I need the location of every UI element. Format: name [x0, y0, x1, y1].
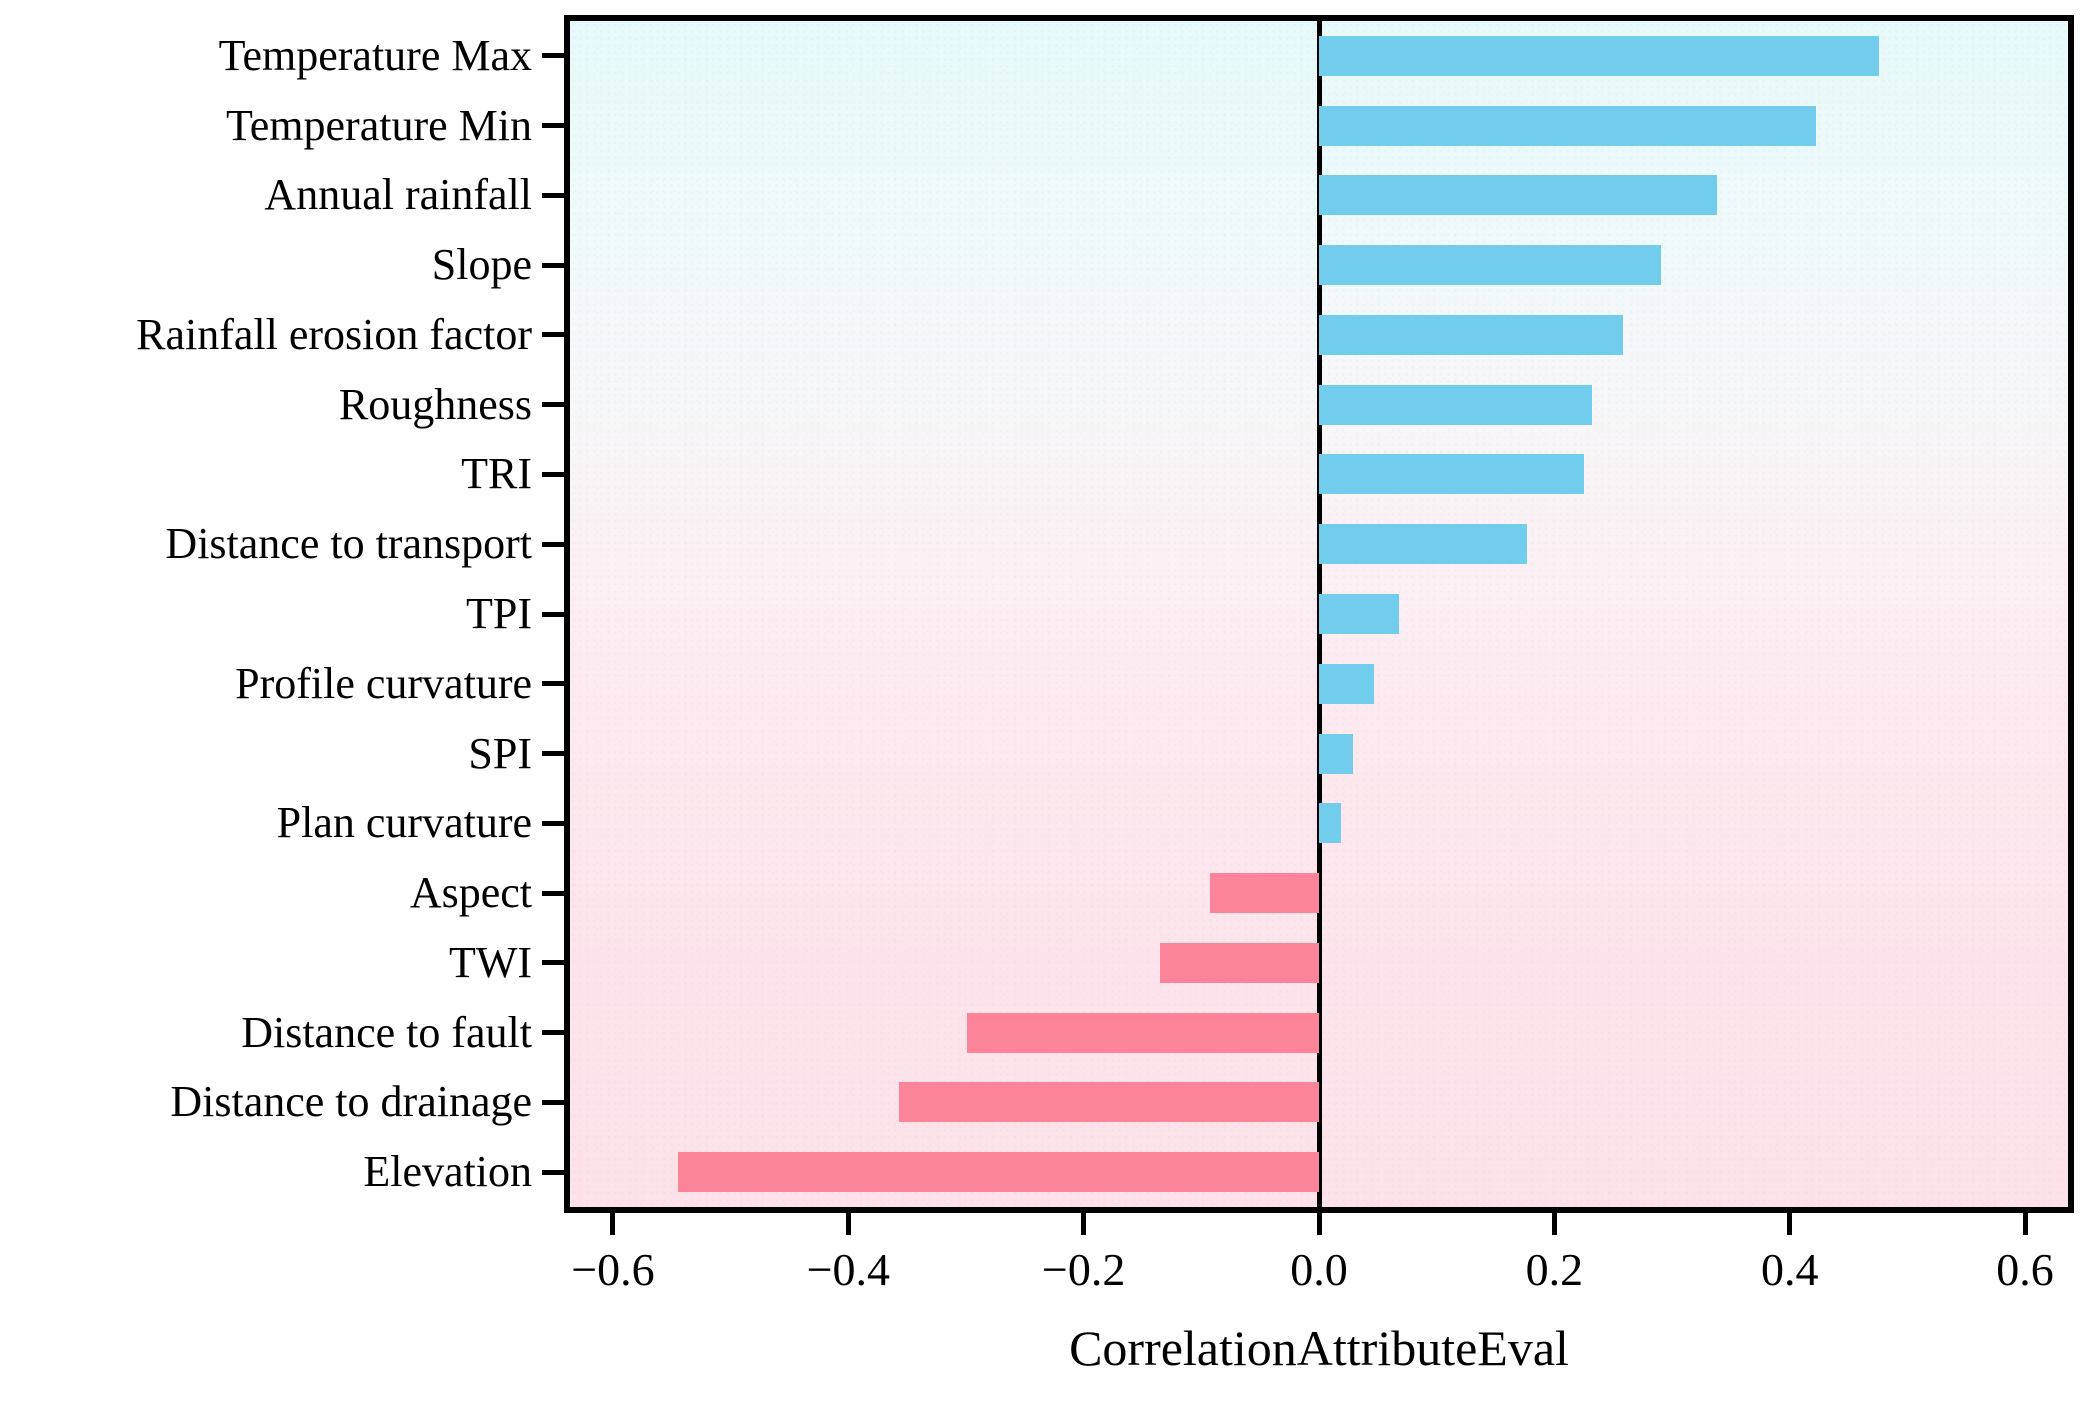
- y-axis-label-annual-rainfall: Annual rainfall: [264, 170, 532, 220]
- x-tick-label-0.0: 0.0: [1290, 1244, 1348, 1295]
- x-tick-label-0.6: 0.6: [1996, 1244, 2054, 1295]
- x-tick-label-minus-0.6: −0.6: [571, 1244, 655, 1295]
- bar-distance-to-drainage: [898, 1082, 1319, 1123]
- y-tick-twi: [542, 960, 564, 966]
- bar-rainfall-erosion-factor: [1319, 314, 1623, 355]
- y-axis-label-distance-to-fault: Distance to fault: [241, 1007, 532, 1057]
- y-tick-temperature-max: [542, 53, 564, 59]
- bar-slope: [1319, 245, 1662, 286]
- y-tick-tri: [542, 471, 564, 477]
- bar-aspect: [1209, 873, 1319, 914]
- y-axis-label-rainfall-erosion-factor: Rainfall erosion factor: [136, 309, 532, 359]
- y-axis-label-tpi: TPI: [466, 589, 532, 638]
- bar-distance-to-fault: [967, 1012, 1319, 1053]
- y-axis-label-plan-curvature: Plan curvature: [276, 798, 532, 848]
- bar-temperature-max: [1319, 35, 1880, 76]
- x-axis-title: CorrelationAttributeEval: [1069, 1320, 1569, 1376]
- x-tick-0.6: [2022, 1213, 2028, 1235]
- x-tick-label-minus-0.2: −0.2: [1041, 1244, 1126, 1295]
- y-axis-label-roughness: Roughness: [338, 379, 532, 429]
- y-tick-distance-to-drainage: [542, 1099, 564, 1105]
- y-tick-spi: [542, 751, 564, 757]
- y-axis-label-aspect: Aspect: [409, 868, 532, 918]
- y-tick-distance-to-fault: [542, 1030, 564, 1036]
- y-tick-roughness: [542, 402, 564, 408]
- y-axis-label-tri: TRI: [461, 449, 532, 499]
- bar-temperature-min: [1319, 105, 1816, 146]
- y-tick-temperature-min: [542, 123, 564, 129]
- y-tick-tpi: [542, 611, 564, 617]
- x-tick-label-minus-0.4: −0.4: [806, 1244, 891, 1295]
- x-tick-label-0.4: 0.4: [1760, 1244, 1819, 1295]
- plot-area: CorrelationAttributeEval Temperature Max…: [136, 15, 2074, 1376]
- bar-tri: [1319, 454, 1584, 495]
- bar-roughness: [1319, 384, 1592, 425]
- y-tick-profile-curvature: [542, 681, 564, 687]
- x-tick-label-0.2: 0.2: [1525, 1244, 1584, 1295]
- y-tick-plan-curvature: [542, 820, 564, 826]
- x-tick-minus-0.2: [1081, 1213, 1087, 1235]
- x-tick-0.4: [1787, 1213, 1793, 1235]
- bar-twi: [1160, 942, 1319, 983]
- y-tick-rainfall-erosion-factor: [542, 332, 564, 338]
- bar-elevation: [677, 1152, 1319, 1193]
- x-tick-minus-0.6: [610, 1213, 616, 1235]
- y-tick-distance-to-transport: [542, 541, 564, 547]
- bar-profile-curvature: [1319, 663, 1375, 704]
- y-axis-label-temperature-max: Temperature Max: [218, 30, 532, 80]
- y-axis-label-distance-to-drainage: Distance to drainage: [170, 1077, 532, 1127]
- y-axis-label-twi: TWI: [448, 937, 532, 987]
- bar-tpi: [1319, 594, 1400, 634]
- y-axis-label-distance-to-transport: Distance to transport: [165, 519, 532, 569]
- y-tick-elevation: [542, 1169, 564, 1175]
- y-tick-aspect: [542, 890, 564, 896]
- y-tick-slope: [542, 262, 564, 268]
- y-axis-label-profile-curvature: Profile curvature: [235, 658, 532, 708]
- y-axis-label-elevation: Elevation: [363, 1147, 532, 1197]
- x-tick-0.0: [1316, 1213, 1322, 1235]
- bar-annual-rainfall: [1319, 175, 1717, 216]
- y-tick-annual-rainfall: [542, 192, 564, 198]
- y-axis-label-temperature-min: Temperature Min: [225, 100, 532, 150]
- y-axis-label-spi: SPI: [468, 728, 532, 778]
- y-axis-label-slope: Slope: [431, 240, 532, 290]
- bar-spi: [1319, 733, 1354, 774]
- bar-plan-curvature: [1319, 803, 1342, 844]
- bar-distance-to-transport: [1319, 524, 1528, 565]
- x-tick-minus-0.4: [845, 1213, 851, 1235]
- x-tick-0.2: [1551, 1213, 1557, 1235]
